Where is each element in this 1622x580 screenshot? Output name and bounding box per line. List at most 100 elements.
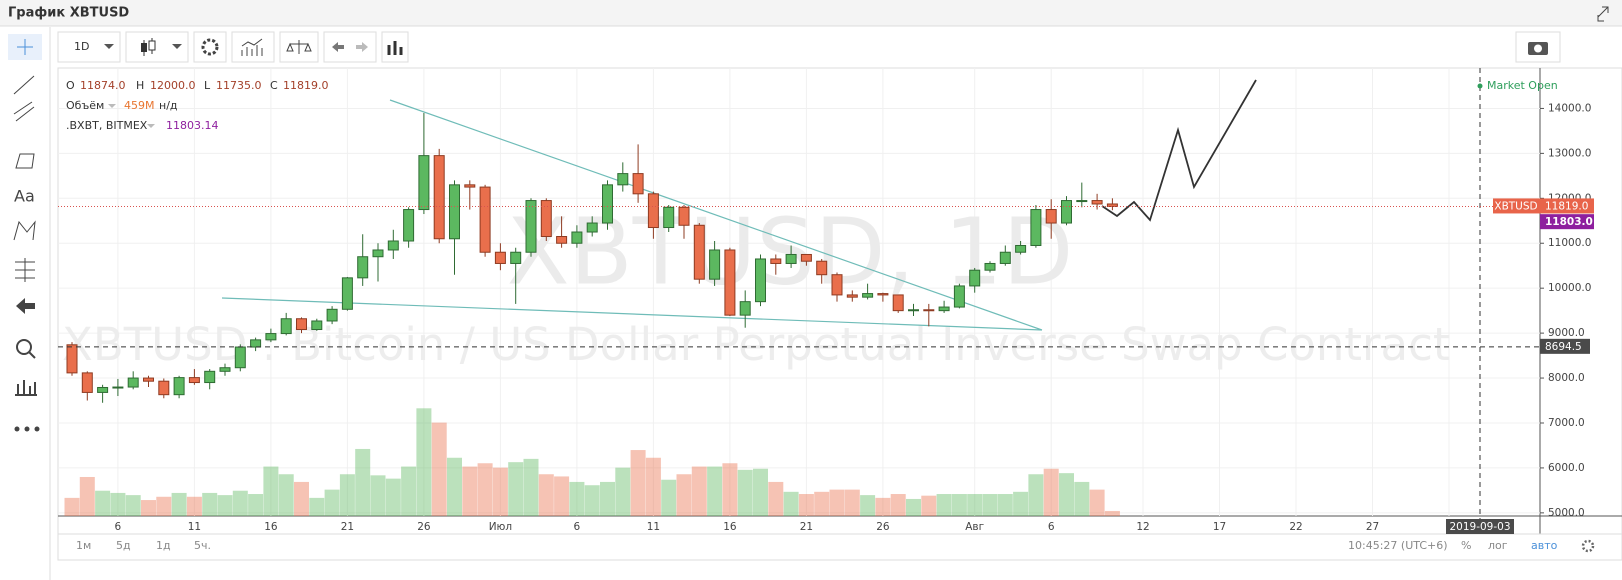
clock: 10:45:27 (UTC+6) (1348, 539, 1448, 552)
legend-volume-label: Объём (66, 99, 104, 112)
x-tick-label: 6 (1048, 521, 1055, 533)
zoom-tool[interactable] (16, 339, 32, 355)
bars-icon (387, 41, 403, 55)
candle-body (999, 251, 1011, 264)
gear-icon[interactable] (1581, 539, 1595, 553)
range-button[interactable]: 5ч. (194, 539, 211, 552)
candle-body (969, 269, 981, 287)
volume-bar (217, 495, 233, 516)
percent-toggle[interactable]: % (1461, 539, 1471, 552)
candle-body (709, 249, 721, 280)
legend-key: O (66, 79, 75, 92)
candles (66, 112, 1118, 403)
candle-body (571, 231, 583, 244)
volume-bar (401, 466, 417, 516)
candle-body (81, 372, 93, 393)
candle-body (219, 367, 231, 372)
volume-bar (753, 468, 768, 516)
legend-index-value: 11803.14 (166, 119, 219, 132)
candle-body (632, 173, 644, 195)
volume-bar (1028, 474, 1044, 516)
legend-volume-extra: н/д (159, 99, 178, 112)
volume-bar (447, 457, 462, 516)
settings-button[interactable] (193, 31, 227, 63)
volume-bar (829, 489, 845, 516)
status-dot (1477, 83, 1483, 89)
x-tick-label: 26 (417, 521, 431, 533)
range-button[interactable]: 1д (156, 539, 171, 552)
volume-bar (171, 492, 187, 516)
volume-bar (1074, 481, 1090, 516)
candle-body (1061, 200, 1072, 224)
volume-bar (1089, 489, 1105, 516)
candle-body (265, 333, 277, 341)
measure-tool[interactable] (15, 258, 35, 282)
candle-body (188, 377, 200, 384)
gear-icon (201, 38, 219, 56)
grid (58, 68, 1540, 516)
candle-body (510, 251, 522, 264)
x-tick-label: 16 (264, 521, 278, 533)
candle-body (953, 285, 965, 308)
candle-body (739, 301, 751, 316)
undo-redo[interactable] (323, 31, 377, 63)
candle-body (892, 294, 904, 312)
candle-body (1106, 203, 1118, 207)
crosshair-date-box (1446, 519, 1514, 534)
x-tick-label: 6 (574, 521, 581, 533)
candle-body (372, 249, 384, 258)
volume-bar (676, 474, 692, 516)
candle-body (204, 370, 216, 384)
candle-body (1091, 200, 1103, 205)
candle-body (296, 318, 307, 331)
volume-bar (600, 481, 615, 516)
candle-body (800, 253, 812, 262)
y-tick-label: 5000.0 (1548, 507, 1585, 519)
volume-bar (890, 494, 906, 516)
candle-body (831, 274, 843, 296)
candle-body (755, 258, 766, 303)
indicators-button[interactable] (231, 31, 275, 63)
pattern-tool[interactable] (13, 220, 36, 241)
x-tick-label: Авг (965, 521, 984, 533)
volume-bar (416, 408, 432, 516)
redo-icon (356, 42, 368, 52)
candle-body (418, 155, 430, 211)
volume-bar (370, 475, 386, 516)
shape-tool[interactable] (15, 153, 35, 169)
x-tick-label: Июл (489, 521, 512, 533)
candle-body (923, 309, 935, 312)
range-button[interactable]: 5д (116, 539, 131, 552)
range-button[interactable]: 1м (76, 539, 91, 552)
remove-tool[interactable] (16, 298, 35, 314)
volume-bar (707, 466, 723, 516)
volume-bar (997, 494, 1013, 516)
candle-body (525, 200, 537, 253)
expand-icon[interactable] (1597, 6, 1609, 22)
volume-bar (875, 497, 891, 516)
candle-body (112, 386, 124, 389)
more[interactable] (14, 426, 20, 432)
candle-body (341, 277, 353, 310)
x-tick-label: 27 (1366, 521, 1379, 533)
line-tools[interactable] (13, 75, 35, 122)
volume-bar (906, 498, 921, 516)
last-price-tag (1493, 198, 1540, 214)
last-price-box (1540, 198, 1594, 214)
crosshair-date-label: 2019-09-03 (1449, 521, 1510, 533)
volume-bar (844, 489, 860, 516)
y-tick-label: 6000.0 (1548, 462, 1585, 474)
x-tick-label: 22 (1289, 521, 1302, 533)
auto-toggle[interactable]: авто (1531, 539, 1558, 552)
candle-body (785, 253, 797, 264)
crosshair-price-box (1540, 338, 1590, 354)
text-tool[interactable]: Aa (14, 187, 35, 206)
volume-bar (263, 466, 279, 516)
undo-icon (332, 42, 344, 52)
x-tick-label: 17 (1213, 521, 1226, 533)
log-toggle[interactable]: лог (1488, 539, 1508, 552)
dropdown-arrow (172, 44, 182, 49)
templates-tool[interactable] (15, 380, 37, 396)
title-bar (0, 0, 1622, 26)
candle-body (449, 184, 460, 240)
